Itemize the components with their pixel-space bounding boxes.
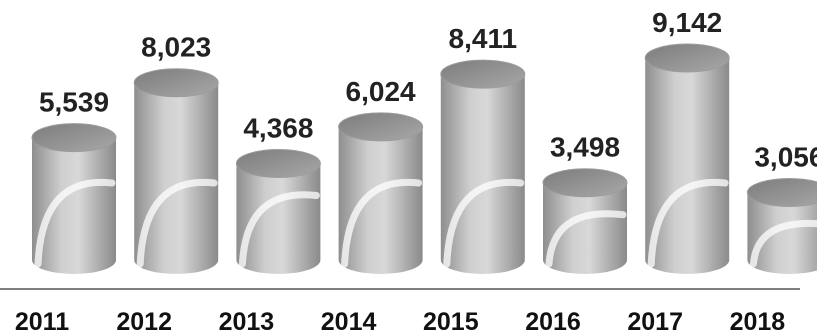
bar-body <box>32 138 116 274</box>
category-label-2013: 2013 <box>219 308 275 332</box>
category-labels-layer: 2011 2012 2013 2014 2015 2016 2017 2018 <box>15 308 785 332</box>
category-label-2016: 2016 <box>525 308 581 332</box>
category-label-2015: 2015 <box>423 308 479 332</box>
category-label-2014: 2014 <box>321 308 377 332</box>
value-label-2017: 9,142 <box>652 7 722 38</box>
bar-2015 <box>441 60 525 274</box>
bar-2013 <box>236 149 320 274</box>
bar-top <box>645 44 729 72</box>
value-label-2011: 5,539 <box>39 87 109 118</box>
value-label-2014: 6,024 <box>346 76 416 107</box>
category-label-2012: 2012 <box>116 308 172 332</box>
bar-top <box>236 149 320 177</box>
value-label-2016: 3,498 <box>550 132 620 163</box>
bar-2012 <box>134 69 218 274</box>
bar-body <box>134 83 218 274</box>
bar-body <box>441 74 525 274</box>
bar-2016 <box>543 169 627 274</box>
bars-layer <box>32 44 817 274</box>
bar-2017 <box>645 44 729 274</box>
value-label-2013: 4,368 <box>243 112 313 143</box>
value-label-2015: 8,411 <box>449 23 518 54</box>
bar-body <box>339 127 423 274</box>
bar-top <box>543 169 627 197</box>
bar-top <box>32 124 116 152</box>
value-label-2018: 3,056 <box>754 141 817 172</box>
category-label-2011: 2011 <box>15 308 69 332</box>
value-label-2012: 8,023 <box>141 32 211 63</box>
bar-top <box>339 113 423 141</box>
bar-body <box>645 58 729 274</box>
bar-body <box>236 163 320 274</box>
category-label-2018: 2018 <box>730 308 786 332</box>
bar-top <box>441 60 525 88</box>
category-label-2017: 2017 <box>627 308 683 332</box>
bar-2011 <box>32 124 116 274</box>
bar-top <box>134 69 218 97</box>
bar-2014 <box>339 113 423 274</box>
bar-2018 <box>747 178 817 274</box>
